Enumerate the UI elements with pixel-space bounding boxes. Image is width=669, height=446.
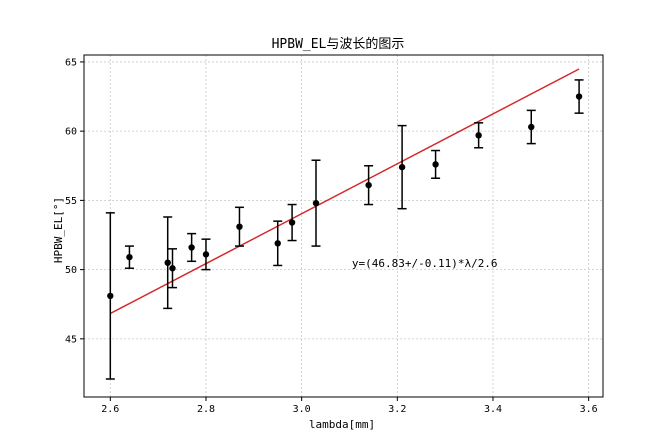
data-point	[475, 132, 482, 139]
data-point	[312, 199, 320, 207]
data-point-group	[397, 124, 407, 210]
data-point-group	[311, 159, 321, 247]
y-axis-label: HPBW_EL[°]	[52, 197, 65, 263]
data-point-group	[163, 216, 173, 310]
fit-line-group	[109, 68, 580, 315]
y-tick-label: 45	[65, 334, 77, 345]
data-point	[365, 181, 372, 189]
x-tick-label: 3.0	[293, 404, 311, 415]
y-tick-label: 65	[65, 57, 77, 68]
data-point-group	[234, 206, 244, 247]
fit-equation-annotation: y=(46.83+/-0.11)*λ/2.6	[352, 257, 498, 270]
x-tick-label: 3.6	[580, 404, 598, 415]
data-point	[398, 163, 406, 171]
fit-line	[109, 68, 580, 315]
x-tick-label: 3.4	[484, 404, 502, 415]
data-point	[126, 253, 133, 261]
data-point-group	[201, 238, 211, 271]
x-tick-label: 2.8	[197, 404, 215, 415]
data-point-group	[574, 79, 584, 114]
x-tick-label: 2.6	[101, 404, 119, 415]
data-point	[575, 93, 583, 100]
data-points	[105, 79, 584, 380]
data-point	[274, 240, 281, 247]
data-point-group	[287, 203, 297, 242]
data-point-group	[187, 232, 197, 263]
data-point	[169, 265, 176, 272]
axis-ticks: 2.6 2.8 3.0 3.2 3.4 3.6 45 50 55 60 65	[65, 57, 598, 415]
data-point-group	[124, 245, 134, 269]
y-tick-label: 50	[65, 265, 77, 276]
data-point-group	[431, 149, 441, 179]
data-point	[288, 219, 296, 226]
x-tick-label: 3.2	[388, 404, 406, 415]
grid	[84, 55, 603, 397]
data-point-group	[474, 122, 484, 149]
y-tick-label: 55	[65, 196, 77, 207]
data-point	[202, 251, 210, 258]
x-axis-label: lambda[mm]	[309, 418, 375, 431]
data-point	[107, 292, 114, 300]
data-point-group	[526, 109, 536, 145]
data-point	[236, 223, 243, 230]
y-tick-label: 60	[65, 127, 77, 138]
chart-title: HPBW_EL与波长的图示	[272, 36, 405, 52]
data-point-group	[364, 165, 374, 206]
data-point	[164, 259, 171, 266]
data-point-group	[273, 220, 283, 267]
data-point-group	[105, 212, 115, 380]
data-point	[528, 123, 535, 131]
data-point	[432, 161, 439, 168]
data-point-group	[167, 248, 177, 289]
data-point	[188, 244, 195, 251]
plot-area	[83, 54, 604, 398]
